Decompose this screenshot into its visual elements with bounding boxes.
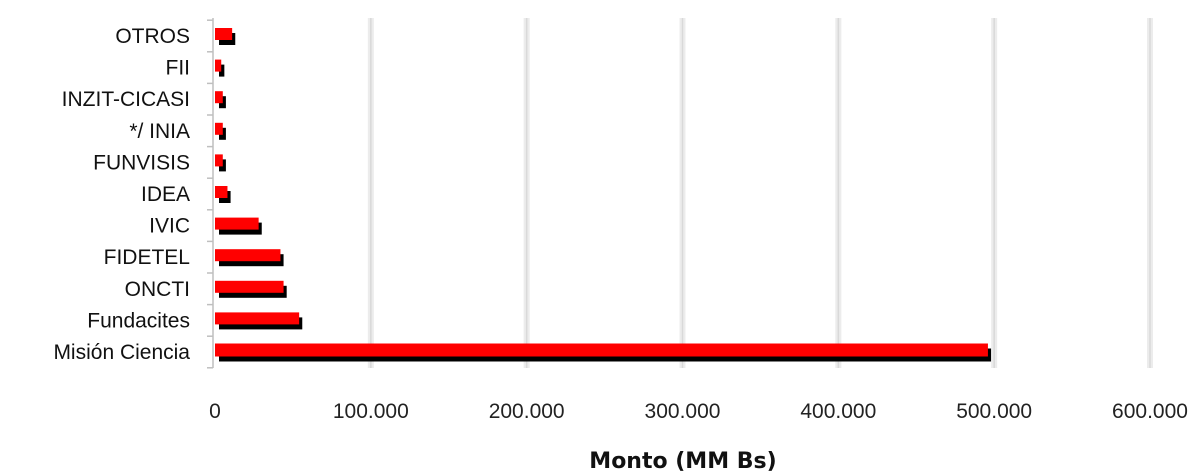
category-label: IVIC — [149, 215, 190, 238]
category-label: */ INIA — [129, 120, 190, 143]
bar-front — [215, 28, 233, 40]
bar-front — [215, 343, 988, 357]
category-label: FUNVISIS — [93, 151, 190, 174]
x-tick-label: 400.000 — [800, 400, 876, 423]
bars — [215, 28, 992, 362]
x-tick-label: 500.000 — [956, 400, 1032, 423]
category-label: FIDETEL — [104, 246, 190, 269]
x-tick-label: 0 — [209, 400, 221, 423]
category-label: INZIT-CICASI — [62, 88, 190, 111]
x-tick-label: 600.000 — [1112, 400, 1188, 423]
bar-front — [215, 186, 228, 198]
x-tick-labels: 0 100.000 200.000 300.000 400.000 500.000 600.… — [209, 400, 1188, 423]
x-axis-title: Monto (MM Bs) — [589, 449, 776, 474]
bar-front — [215, 122, 223, 135]
category-label: OTROS — [115, 25, 190, 48]
category-label: Fundacites — [87, 309, 190, 332]
bar-back — [219, 64, 225, 77]
bar-front — [215, 91, 223, 104]
grid-lines — [367, 18, 1153, 368]
category-label: IDEA — [141, 183, 190, 206]
category-label: ONCTI — [125, 278, 190, 301]
bar-front — [215, 154, 223, 167]
category-label: FII — [166, 57, 191, 80]
bar-front — [215, 217, 259, 230]
x-tick-label: 300.000 — [645, 400, 721, 423]
category-labels: OTROS FII INZIT-CICASI */ INIA FUNVISIS IDEA I… — [53, 25, 190, 364]
bar-front — [215, 249, 281, 262]
x-tick-label: 200.000 — [489, 400, 565, 423]
bar-front — [215, 312, 300, 325]
bar-front — [215, 280, 284, 293]
x-tick-label: 100.000 — [333, 400, 409, 423]
y-axis — [207, 18, 214, 369]
bar-front — [215, 59, 222, 72]
category-label: Misión Ciencia — [53, 341, 190, 364]
